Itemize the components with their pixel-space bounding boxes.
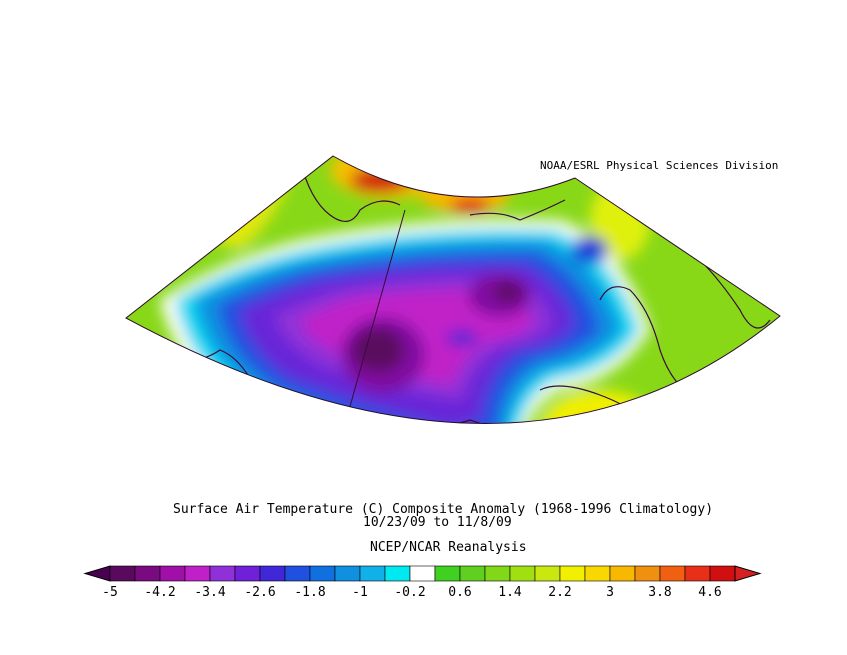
colorbar-tick-label: 3 (606, 585, 614, 600)
colorbar-tick-label: -4.2 (144, 585, 176, 600)
colorbar-swatch (459, 565, 486, 582)
colorbar-tick-label: 0.6 (448, 585, 472, 600)
colorbar-swatch (184, 565, 211, 582)
colorbar-tick-label: -0.2 (394, 585, 426, 600)
map-sector-outline (125, 155, 781, 424)
date-range: 10/23/09 to 11/8/09 (363, 515, 512, 530)
colorbar-swatch (284, 565, 311, 582)
colorbar-tick-label: 2.2 (548, 585, 572, 600)
colorbar-swatch (534, 565, 561, 582)
colorbar-tick-label: -1.8 (294, 585, 326, 600)
colorbar-swatch (609, 565, 636, 582)
figure-title: Surface Air Temperature (C) Composite An… (173, 502, 714, 517)
data-source-label: NCEP/NCAR Reanalysis (370, 540, 527, 555)
colorbar-swatch (159, 565, 186, 582)
colorbar-swatch (684, 565, 711, 582)
colorbar-swatch (659, 565, 686, 582)
colorbar-swatch (634, 565, 661, 582)
colorbar-tick-label: 3.8 (648, 585, 672, 600)
colorbar-tick-label: -3.4 (194, 585, 226, 600)
map-sector (126, 156, 780, 424)
colorbar-high-arrow (734, 565, 762, 582)
colorbar-tick-label: -2.6 (244, 585, 276, 600)
colorbar-swatch (509, 565, 536, 582)
colorbar-low-arrow (83, 565, 111, 582)
colorbar-tick-label: -5 (102, 585, 118, 600)
colorbar-swatch (334, 565, 361, 582)
colorbar-swatch (109, 565, 136, 582)
colorbar-swatch (409, 565, 436, 582)
colorbar-swatch (359, 565, 386, 582)
colorbar-swatch (559, 565, 586, 582)
colorbar-swatch (209, 565, 236, 582)
colorbar-tick-label: 4.6 (698, 585, 722, 600)
credit-label: NOAA/ESRL Physical Sciences Division (540, 159, 779, 172)
colorbar-swatch (709, 565, 736, 582)
colorbar-swatch (484, 565, 511, 582)
colorbar-tick-label: 1.4 (498, 585, 522, 600)
colorbar-swatch (234, 565, 261, 582)
colorbar-swatch (584, 565, 611, 582)
colorbar-tick-label: -1 (352, 585, 368, 600)
colorbar (83, 565, 762, 582)
colorbar-swatch (259, 565, 286, 582)
colorbar-swatch (134, 565, 161, 582)
colorbar-swatch (434, 565, 461, 582)
colorbar-swatch (309, 565, 336, 582)
colorbar-swatch (384, 565, 411, 582)
